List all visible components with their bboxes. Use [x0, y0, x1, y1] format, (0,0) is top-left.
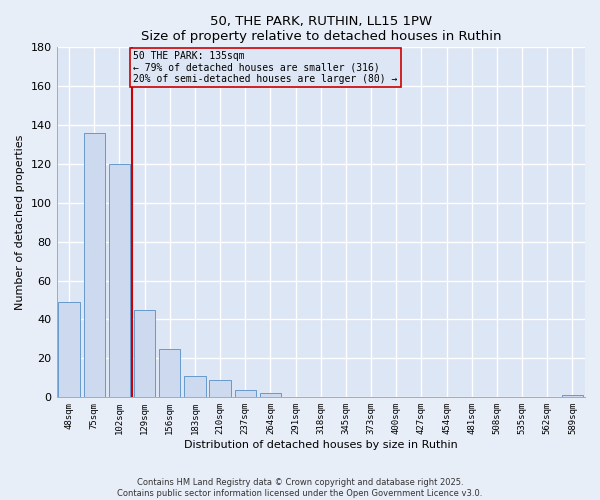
Bar [209, 380, 231, 398]
Bar [235, 390, 256, 398]
Bar [83, 132, 105, 398]
Bar [58, 302, 80, 398]
Bar [109, 164, 130, 398]
Text: Contains HM Land Registry data © Crown copyright and database right 2025.
Contai: Contains HM Land Registry data © Crown c… [118, 478, 482, 498]
Bar [562, 396, 583, 398]
Title: 50, THE PARK, RUTHIN, LL15 1PW
Size of property relative to detached houses in R: 50, THE PARK, RUTHIN, LL15 1PW Size of p… [140, 15, 501, 43]
Bar [184, 376, 206, 398]
X-axis label: Distribution of detached houses by size in Ruthin: Distribution of detached houses by size … [184, 440, 458, 450]
Y-axis label: Number of detached properties: Number of detached properties [15, 134, 25, 310]
Bar [260, 394, 281, 398]
Text: 50 THE PARK: 135sqm
← 79% of detached houses are smaller (316)
20% of semi-detac: 50 THE PARK: 135sqm ← 79% of detached ho… [133, 51, 398, 84]
Bar [134, 310, 155, 398]
Bar [159, 348, 181, 398]
